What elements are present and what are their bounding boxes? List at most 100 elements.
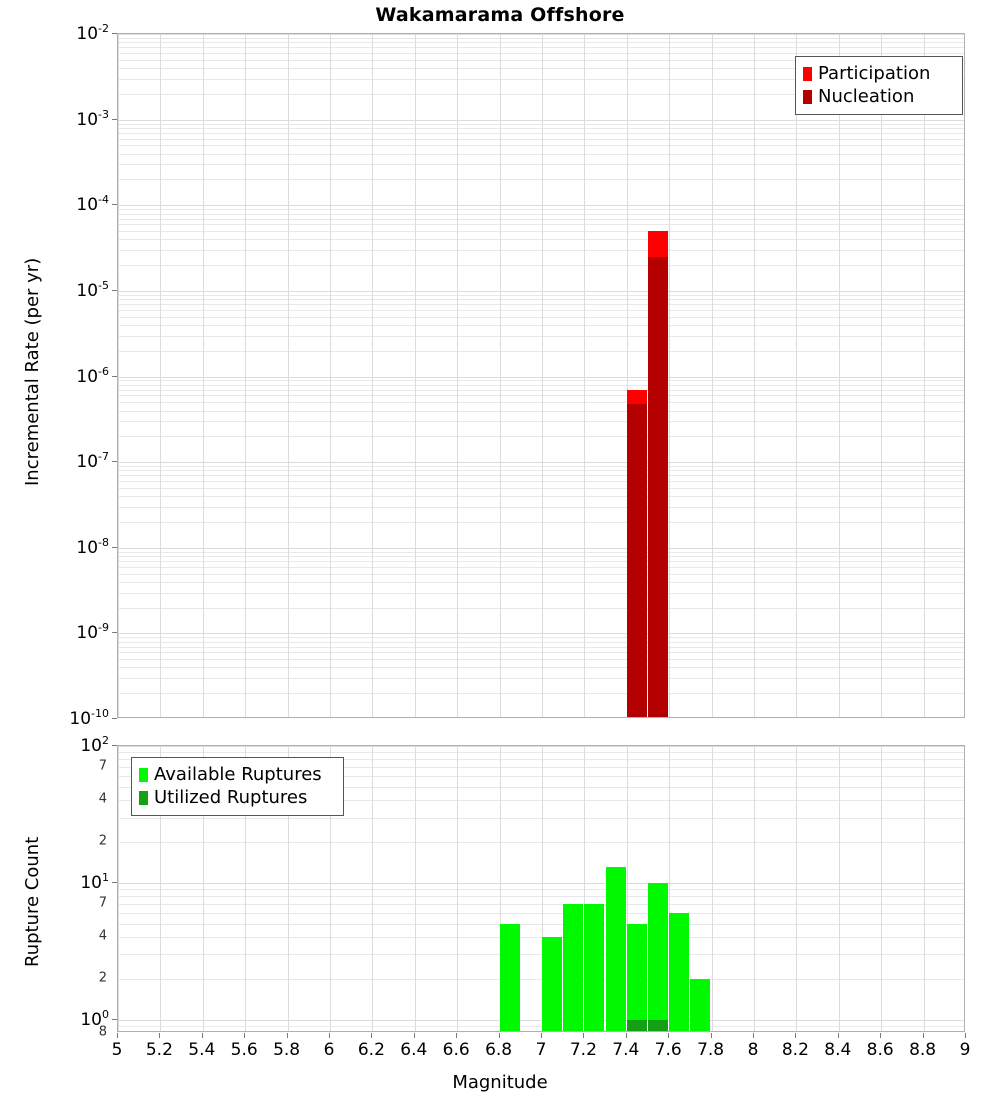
gridline-horizontal (118, 552, 964, 553)
gridline-horizontal (118, 310, 964, 311)
x-tick-label: 8.2 (781, 1040, 809, 1060)
x-tick-label: 6.8 (485, 1040, 513, 1060)
gridline-horizontal (118, 317, 964, 318)
gridline-horizontal (118, 637, 964, 638)
y-tick-label-minor: 4 (98, 791, 107, 807)
gridline-horizontal (118, 402, 964, 403)
x-tick-label: 6.4 (400, 1040, 428, 1060)
x-tick-label: 6 (323, 1040, 335, 1060)
gridline-horizontal (118, 466, 964, 467)
gridline-horizontal (118, 291, 964, 292)
gridline-horizontal (118, 79, 964, 80)
gridline-horizontal (118, 593, 964, 594)
gridline-vertical (415, 746, 416, 1031)
gridline-horizontal (118, 608, 964, 609)
gridline-horizontal (118, 693, 964, 694)
x-tick-label: 7.8 (697, 1040, 725, 1060)
gridline-horizontal (118, 38, 964, 39)
gridline-horizontal (118, 496, 964, 497)
gridline-vertical (245, 34, 246, 717)
x-tick-label: 7 (535, 1040, 547, 1060)
gridline-horizontal (118, 164, 964, 165)
gridline-horizontal (118, 351, 964, 352)
gridline-vertical (796, 34, 797, 717)
gridline-horizontal (118, 377, 964, 378)
y-tick-mark (112, 718, 117, 719)
x-tick-label: 8 (747, 1040, 759, 1060)
y-tick-mark (112, 33, 117, 34)
x-tick-mark (117, 1033, 118, 1038)
gridline-horizontal (118, 239, 964, 240)
gridline-vertical (118, 746, 119, 1031)
gridline-vertical (288, 34, 289, 717)
gridline-horizontal (118, 652, 964, 653)
gridline-horizontal (118, 436, 964, 437)
gridline-horizontal (118, 1020, 964, 1021)
gridline-vertical (881, 34, 882, 717)
utilized-ruptures-bar (648, 1019, 668, 1031)
gridline-horizontal (118, 667, 964, 668)
gridline-horizontal (118, 380, 964, 381)
gridline-horizontal (118, 128, 964, 129)
gridline-vertical (500, 34, 501, 717)
y-tick-mark (112, 119, 117, 120)
gridline-horizontal (118, 924, 964, 925)
y-tick-label: 10-10 (69, 707, 109, 729)
legend-label: Nucleation (818, 85, 915, 107)
x-tick-mark (795, 1033, 796, 1038)
gridline-horizontal (118, 390, 964, 391)
available-ruptures-bar (690, 978, 710, 1031)
gridline-horizontal (118, 120, 964, 121)
gridline-horizontal (118, 224, 964, 225)
gridline-horizontal (118, 767, 964, 768)
gridline-horizontal (118, 34, 964, 35)
x-tick-mark (244, 1033, 245, 1038)
gridline-horizontal (118, 219, 964, 220)
legend-swatch-icon (139, 767, 148, 782)
gridline-horizontal (118, 395, 964, 396)
x-tick-mark (159, 1033, 160, 1038)
gridline-vertical (584, 34, 585, 717)
legend-swatch-icon (139, 790, 148, 805)
x-tick-label: 5.4 (188, 1040, 216, 1060)
gridline-vertical (203, 34, 204, 717)
available-ruptures-bar (627, 924, 647, 1031)
gridline-vertical (372, 34, 373, 717)
legend-item: Nucleation (803, 85, 954, 108)
gridline-vertical (712, 746, 713, 1031)
gridline-horizontal (118, 561, 964, 562)
gridline-horizontal (118, 889, 964, 890)
gridline-horizontal (118, 205, 964, 206)
gridline-horizontal (118, 154, 964, 155)
gridline-horizontal (118, 411, 964, 412)
x-tick-label: 5.8 (273, 1040, 301, 1060)
x-tick-mark (287, 1033, 288, 1038)
gridline-horizontal (118, 818, 964, 819)
gridline-horizontal (118, 139, 964, 140)
gridline-horizontal (118, 937, 964, 938)
x-tick-mark (371, 1033, 372, 1038)
gridline-horizontal (118, 53, 964, 54)
gridline-horizontal (118, 60, 964, 61)
x-tick-mark (711, 1033, 712, 1038)
gridline-horizontal (118, 507, 964, 508)
gridline-horizontal (118, 488, 964, 489)
y-tick-label: 10-7 (76, 450, 109, 472)
gridline-horizontal (118, 582, 964, 583)
gridline-vertical (881, 746, 882, 1031)
gridline-vertical (457, 746, 458, 1031)
legend-label: Available Ruptures (154, 763, 322, 785)
y-tick-label: 10-5 (76, 279, 109, 301)
y-tick-label-minor: 8 (98, 1024, 107, 1040)
available-ruptures-bar (584, 904, 604, 1031)
gridline-horizontal (118, 265, 964, 266)
nucleation-bar (627, 403, 647, 717)
y-tick-label: 101 (80, 871, 109, 893)
available-ruptures-bar (648, 882, 668, 1031)
x-tick-mark (202, 1033, 203, 1038)
y-tick-mark (112, 1019, 117, 1020)
x-tick-mark (583, 1033, 584, 1038)
available-ruptures-bar (563, 904, 583, 1031)
x-tick-mark (923, 1033, 924, 1038)
gridline-horizontal (118, 913, 964, 914)
